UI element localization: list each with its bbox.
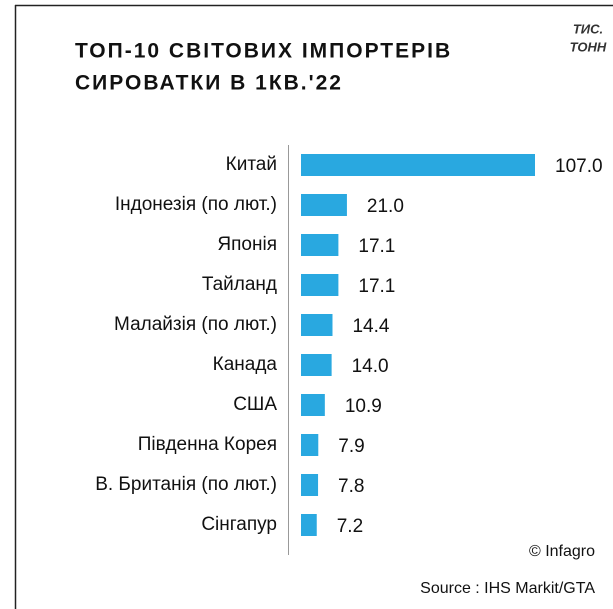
bar: [301, 234, 339, 256]
category-label: Японія: [217, 234, 277, 255]
value-label: 17.1: [358, 236, 395, 257]
unit-label: ТИС.: [573, 21, 603, 36]
value-label: 21.0: [367, 196, 404, 217]
category-label: Малайзія (по лют.): [114, 314, 277, 335]
category-label: Тайланд: [202, 274, 277, 295]
bar: [301, 474, 319, 496]
chart-title: ТОП-10 СВІТОВИХ ІМПОРТЕРІВ: [75, 40, 452, 63]
bar: [301, 154, 535, 176]
source: Source : IHS Markit/GTA: [420, 580, 595, 597]
credit: © Infagro: [529, 543, 595, 560]
category-label: Сінгапур: [201, 514, 277, 535]
category-label: Індонезія (по лют.): [115, 194, 277, 215]
bar: [301, 354, 332, 376]
value-label: 14.0: [352, 356, 389, 377]
value-label: 10.9: [345, 396, 382, 417]
value-label: 7.2: [337, 516, 363, 537]
bar: [301, 434, 319, 456]
value-label: 7.9: [338, 436, 364, 457]
category-label: В. Британія (по лют.): [95, 474, 277, 495]
bar: [301, 314, 333, 336]
unit-label: ТОНН: [570, 39, 607, 54]
category-label: Канада: [213, 354, 278, 375]
chart-title: СИРОВАТКИ В 1КВ.'22: [75, 72, 343, 95]
value-label: 14.4: [352, 316, 389, 337]
value-label: 17.1: [358, 276, 395, 297]
bar: [301, 394, 325, 416]
value-label: 107.0: [555, 156, 603, 177]
category-label: Китай: [226, 154, 277, 175]
bar: [301, 514, 317, 536]
category-label: США: [233, 394, 277, 415]
bar: [301, 274, 339, 296]
category-label: Південна Корея: [138, 434, 277, 455]
value-label: 7.8: [338, 476, 364, 497]
bar: [301, 194, 347, 216]
